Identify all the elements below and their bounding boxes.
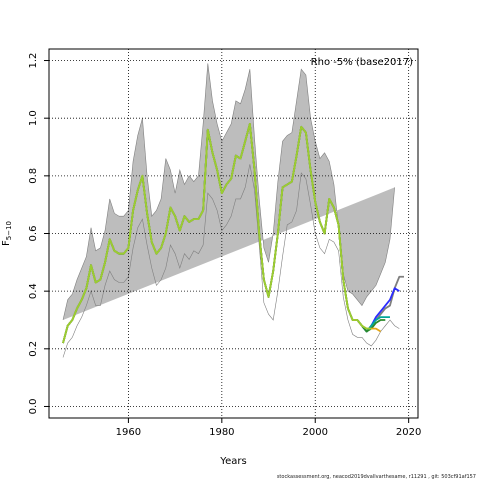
band-lower-edge [62, 164, 400, 358]
x-axis-label: Years [219, 456, 246, 467]
x-tick-label: 1960 [116, 427, 141, 438]
x-tick-label: 2000 [303, 427, 328, 438]
y-axis-label-main: F [1, 240, 12, 246]
y-axis: 0.0 0.2 0.4 0.6 0.8 1.0 1.2 [28, 53, 49, 415]
series-layer [62, 123, 404, 344]
y-tick-label: 0.2 [28, 341, 39, 357]
chart-annotation: Rho -5% (base2017) [311, 57, 413, 68]
y-tick-label: 0.0 [28, 399, 39, 415]
confidence-band [63, 63, 395, 320]
y-tick-label: 0.6 [28, 226, 39, 242]
x-tick-label: 2020 [396, 427, 421, 438]
y-tick-label: 0.4 [28, 283, 39, 299]
footer-note: stockassessment.org, neacod2019dvallvart… [276, 474, 476, 480]
y-tick-label: 1.2 [28, 53, 39, 69]
x-axis: 1960 1980 2000 2020 [116, 418, 421, 438]
series-line-6 [62, 123, 372, 344]
y-axis-label-sub: 5−10 [5, 221, 13, 240]
y-tick-label: 0.8 [28, 168, 39, 184]
x-tick-label: 1980 [209, 427, 234, 438]
y-tick-label: 1.0 [28, 110, 39, 126]
confidence-band-layer [62, 63, 400, 358]
y-axis-label: F5−10 [1, 221, 13, 246]
